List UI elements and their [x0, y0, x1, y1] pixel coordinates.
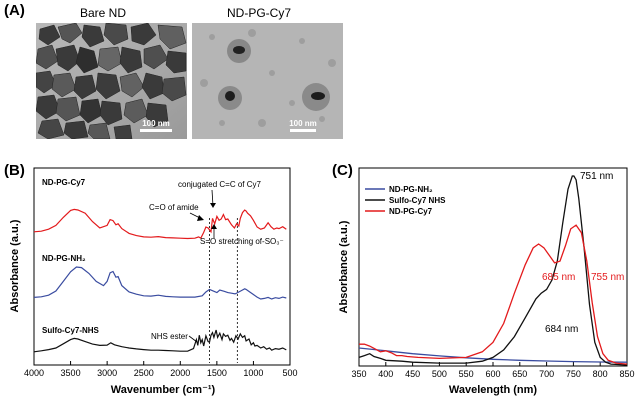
peak-label-755: 755 nm: [591, 272, 624, 283]
uvvis-x-tick-label: 500: [432, 369, 447, 379]
uvvis-chart: 350 400 450 500 550 600 650 700 750 800 850 Wavele…: [338, 167, 635, 396]
uvvis-x-tick-label: 350: [351, 369, 366, 379]
ftir-x-tick-label: 2500: [134, 368, 154, 378]
ftir-x-tick-label: 500: [282, 368, 297, 378]
uvvis-series-nd-pg-nh-: [358, 347, 628, 363]
uvvis-x-tick-label: 450: [405, 369, 420, 379]
uvvis-x-tick-label: 400: [378, 369, 393, 379]
ftir-annotation-nhs: NHS ester: [151, 332, 188, 341]
ftir-chart: 4000 3500 3000 2500 2000 1500 1000 500 Wavenumb…: [9, 167, 298, 396]
panel-a-label: (A): [4, 2, 25, 19]
uvvis-legend: ND-PG-NH₂ Sulfo-Cy7 NHS ND-PG-Cy7: [365, 185, 446, 216]
ftir-annotation-conjugated: conjugated C=C of Cy7: [178, 180, 261, 189]
ftir-series-nd-pg-nh-: [33, 266, 287, 300]
ftir-x-tick-label: 1000: [243, 368, 263, 378]
bare-nd-title: Bare ND: [80, 6, 127, 20]
ftir-label-cy7: ND-PG-Cy7: [42, 178, 86, 187]
peak-label-684: 684 nm: [545, 324, 578, 335]
ftir-x-tick-label: 1500: [207, 368, 227, 378]
uvvis-series-nd-pg-cy7: [359, 224, 628, 365]
uvvis-x-axis-label: Wavelength (nm): [449, 384, 538, 396]
ftir-series-sulfo-cy7-nhs: [33, 329, 287, 353]
peak-label-751: 751 nm: [580, 171, 613, 182]
ftir-series-nd-pg-cy7: [33, 208, 287, 240]
nd-pg-cy7-micrograph: 100 nm: [192, 23, 343, 139]
ftir-label-sulfo: Sulfo-Cy7-NHS: [42, 326, 100, 335]
uvvis-series-sulfo-cy7-nhs: [358, 175, 628, 366]
uvvis-x-tick-label: 750: [566, 369, 581, 379]
ftir-x-tick-label: 3500: [61, 368, 81, 378]
left-scale-label: 100 nm: [142, 119, 170, 128]
panel-c-label: (C): [332, 162, 353, 179]
ftir-annotation-so: S=O stretching of-SO₃⁻: [200, 237, 284, 246]
right-scale-label: 100 nm: [289, 119, 317, 128]
ftir-y-axis-label: Absorbance (a.u.): [9, 219, 21, 312]
legend-label-cy7: ND-PG-Cy7: [389, 207, 433, 216]
legend-label-nh2: ND-PG-NH₂: [389, 185, 433, 194]
ftir-arrow-nhs: [188, 335, 198, 343]
ftir-x-tick-label: 2000: [170, 368, 190, 378]
panel-b-label: (B): [4, 162, 25, 179]
uvvis-x-tick-label: 700: [539, 369, 554, 379]
ftir-x-axis-label: Wavenumber (cm⁻¹): [111, 384, 216, 396]
ftir-plot-frame: [33, 167, 291, 366]
nd-pg-cy7-title: ND-PG-Cy7: [227, 6, 292, 20]
legend-label-sulfo: Sulfo-Cy7 NHS: [389, 196, 446, 205]
uvvis-y-axis-label: Absorbance (a.u.): [338, 220, 350, 313]
ftir-label-nh2: ND-PG-NH₂: [42, 254, 86, 263]
uvvis-x-tick-label: 650: [512, 369, 527, 379]
uvvis-x-tick-label: 800: [593, 369, 608, 379]
uvvis-x-tick-label: 550: [459, 369, 474, 379]
ftir-annotation-amide: C=O of amide: [149, 203, 199, 212]
ftir-x-tick-label: 3000: [97, 368, 117, 378]
ftir-x-tick-label: 4000: [24, 368, 44, 378]
uvvis-x-tick-label: 600: [485, 369, 500, 379]
bare-nd-micrograph: 100 nm: [36, 23, 187, 139]
peak-label-685: 685 nm: [542, 272, 575, 283]
uvvis-x-tick-label: 850: [619, 369, 634, 379]
